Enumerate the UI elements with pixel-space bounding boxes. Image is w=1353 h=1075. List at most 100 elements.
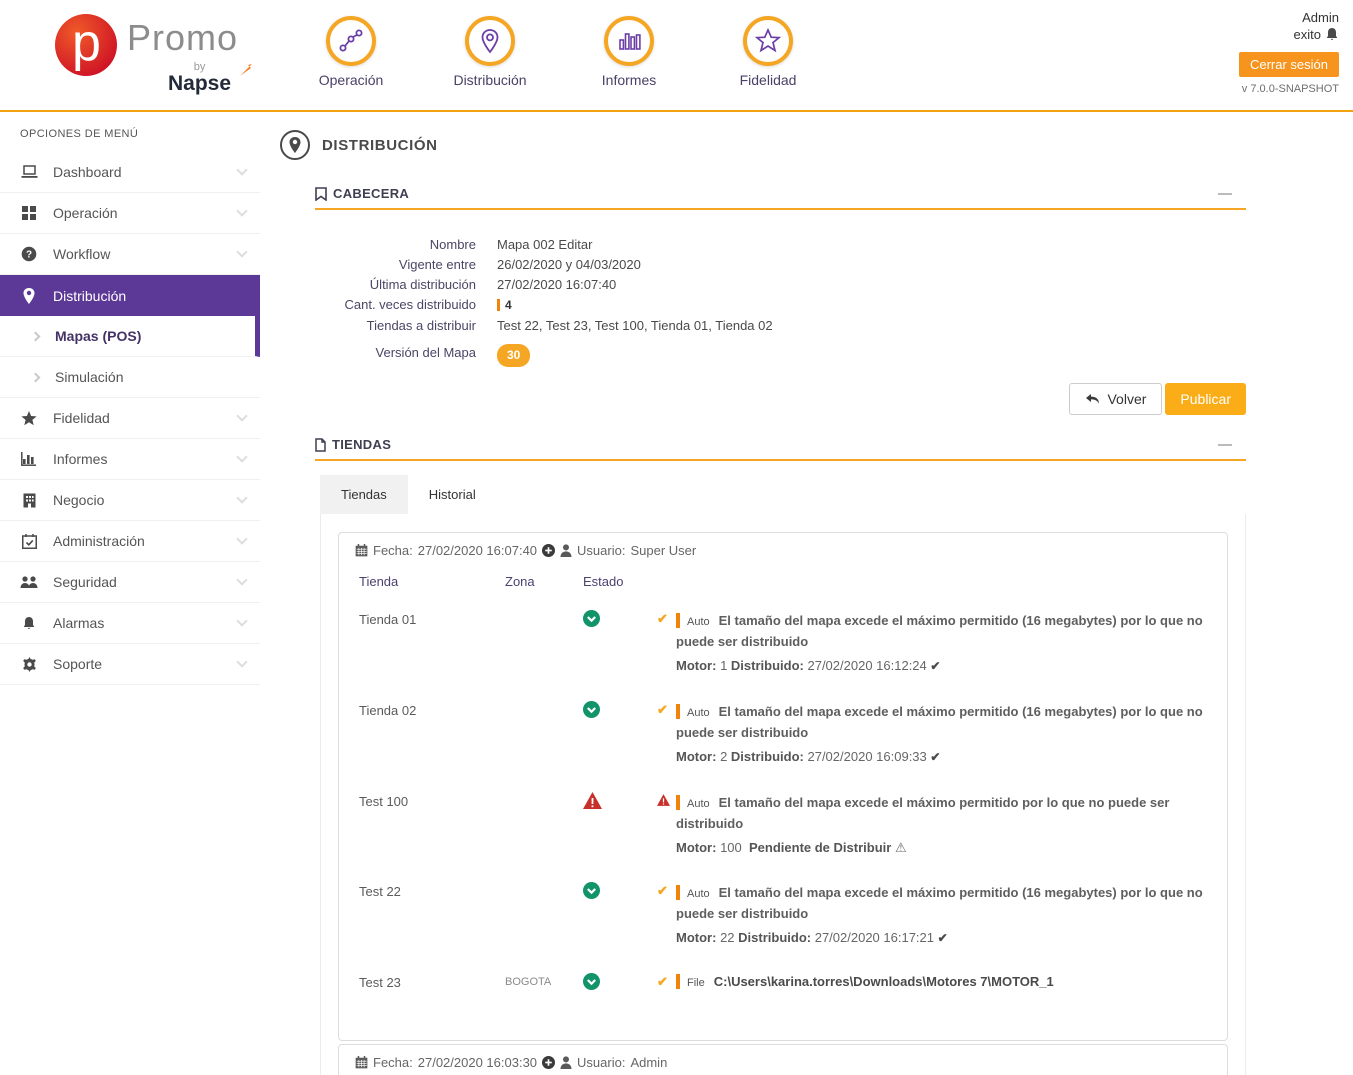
map-pin-icon	[280, 130, 310, 160]
chevron-right-icon	[30, 331, 41, 341]
zona-value: BOGOTA	[505, 976, 552, 988]
cabecera-fields: Nombre Mapa 002 Editar Vigente entre 26/…	[315, 236, 1246, 367]
col-estado: Estado	[583, 574, 624, 589]
sidebar-item-alarmas[interactable]: Alarmas	[0, 603, 260, 644]
estado-ok-icon	[583, 882, 659, 949]
zona-value	[505, 792, 583, 858]
distribution-table: Tienda Zona Estado Tienda 01	[359, 574, 1211, 1006]
zona-value	[505, 701, 583, 768]
sidebar-item-dashboard[interactable]: Dashboard	[0, 152, 260, 193]
tienda-name: Test 100	[359, 794, 409, 809]
history-panel[interactable]: Fecha: 27/02/2020 16:03:30 Usuario: Admi…	[338, 1044, 1228, 1075]
motor-line: Motor: 2 Distribuido: 27/02/2020 16:09:3…	[676, 749, 941, 764]
tag-auto: Auto	[687, 888, 710, 900]
plus-circle-icon[interactable]	[542, 544, 556, 557]
laptop-icon	[20, 165, 38, 179]
tag-auto: Auto	[687, 616, 710, 628]
usuario-value: Super User	[630, 543, 697, 558]
warn-gray-icon: ⚠	[894, 840, 907, 855]
sidebar-item-simulacion[interactable]: Simulación	[0, 357, 260, 398]
sidebar-item-informes[interactable]: Informes	[0, 439, 260, 480]
star-icon	[754, 27, 782, 53]
gear-icon	[20, 656, 38, 672]
chevron-down-icon	[236, 656, 248, 668]
chevron-down-icon	[236, 615, 248, 627]
table-row: Test 100 Auto El tamaño del mapa excede e…	[359, 779, 1211, 869]
section-title: CABECERA	[333, 186, 410, 201]
app-version: v 7.0.0-SNAPSHOT	[1241, 83, 1339, 95]
brand-name: Promo	[127, 17, 239, 58]
reply-arrow-icon	[1086, 394, 1100, 404]
tab-tiendas[interactable]: Tiendas	[320, 475, 408, 514]
sidebar-item-distribucion[interactable]: Distribución	[0, 275, 260, 316]
collapse-icon[interactable]	[1218, 192, 1232, 195]
table-row: Test 22 ✔ Auto El tamaño del mapa excede …	[359, 869, 1211, 960]
sidebar-item-mapas-pos[interactable]: Mapas (POS)	[0, 316, 260, 357]
calendar-icon	[355, 544, 368, 557]
orange-bar-icon	[676, 885, 680, 900]
field-value-cantidad: 4	[497, 296, 512, 314]
distribution-header: Fecha: 27/02/2020 16:07:40 Usuario: Supe…	[355, 543, 1211, 558]
distribution-message: El tamaño del mapa excede el máximo perm…	[676, 795, 1170, 831]
estado-ok-icon	[583, 610, 659, 677]
nav-fidelidad[interactable]: Fidelidad	[723, 16, 813, 88]
usuario-value: Admin	[630, 1055, 668, 1070]
fecha-value: 27/02/2020 16:03:30	[417, 1055, 538, 1070]
sidebar-item-workflow[interactable]: ? Workflow	[0, 234, 260, 275]
distribution-message: El tamaño del mapa excede el máximo perm…	[676, 704, 1203, 740]
field-label: Cant. veces distribuido	[344, 297, 476, 312]
sidebar-item-operacion[interactable]: Operación	[0, 193, 260, 234]
orange-bar-icon	[676, 704, 680, 719]
chevron-right-icon	[30, 372, 41, 382]
tab-historial[interactable]: Historial	[428, 487, 476, 502]
chevron-down-icon	[236, 410, 248, 422]
bell-icon[interactable]	[1325, 27, 1339, 42]
distribution-message: El tamaño del mapa excede el máximo perm…	[676, 613, 1203, 649]
nav-informes[interactable]: Informes	[584, 16, 674, 88]
field-label: Vigente entre	[398, 257, 476, 272]
version-badge: 30	[497, 344, 531, 367]
tag-auto: Auto	[687, 798, 710, 810]
sidebar-item-negocio[interactable]: Negocio	[0, 480, 260, 521]
orange-bar-icon	[676, 974, 680, 989]
app-logo[interactable]: p Promo by Napse	[55, 14, 253, 96]
nav-label: Distribución	[453, 72, 527, 88]
building-icon	[20, 493, 38, 508]
orange-bar-icon	[497, 299, 500, 311]
cabecera-section-header: CABECERA	[315, 186, 1246, 210]
logout-button[interactable]: Cerrar sesión	[1238, 52, 1339, 77]
field-label: Última distribución	[369, 277, 476, 292]
sidebar-item-soporte[interactable]: Soporte	[0, 644, 260, 685]
brand-company: Napse	[161, 64, 253, 96]
nav-label: Fidelidad	[739, 72, 797, 88]
fecha-label: Fecha:	[373, 1055, 413, 1070]
zona-value	[505, 882, 583, 949]
tienda-name: Tienda 02	[359, 703, 417, 718]
sidebar-item-administracion[interactable]: Administración	[0, 521, 260, 562]
tienda-name: Test 22	[359, 884, 401, 899]
field-label: Nombre	[429, 237, 476, 252]
col-zona: Zona	[505, 574, 535, 589]
check-orange-icon: ✔	[657, 611, 668, 626]
check-dark-icon: ✔	[930, 750, 941, 764]
top-nav: Operación Distribución Informes	[306, 16, 813, 88]
nav-operacion[interactable]: Operación	[306, 16, 396, 88]
network-icon	[339, 29, 363, 52]
users-icon	[20, 575, 38, 589]
table-row: Tienda 01 ✔ Auto El tamaño del mapa exced…	[359, 597, 1211, 688]
field-value-tiendas: Test 22, Test 23, Test 100, Tienda 01, T…	[497, 318, 773, 333]
calendar-check-icon	[20, 533, 38, 549]
nav-distribucion[interactable]: Distribución	[445, 16, 535, 88]
question-circle-icon: ?	[20, 246, 38, 262]
sidebar-item-fidelidad[interactable]: Fidelidad	[0, 398, 260, 439]
collapse-icon[interactable]	[1218, 443, 1232, 446]
volver-button[interactable]: Volver	[1069, 383, 1163, 415]
motor-line: Motor: 1 Distribuido: 27/02/2020 16:12:2…	[676, 658, 941, 673]
svg-text:?: ?	[26, 250, 32, 261]
publicar-button[interactable]: Publicar	[1165, 383, 1246, 415]
fecha-label: Fecha:	[373, 543, 413, 558]
sidebar-item-seguridad[interactable]: Seguridad	[0, 562, 260, 603]
tienda-name: Test 23	[359, 975, 401, 990]
plus-circle-icon[interactable]	[542, 1056, 556, 1069]
field-value-ultima: 27/02/2020 16:07:40	[497, 277, 617, 292]
